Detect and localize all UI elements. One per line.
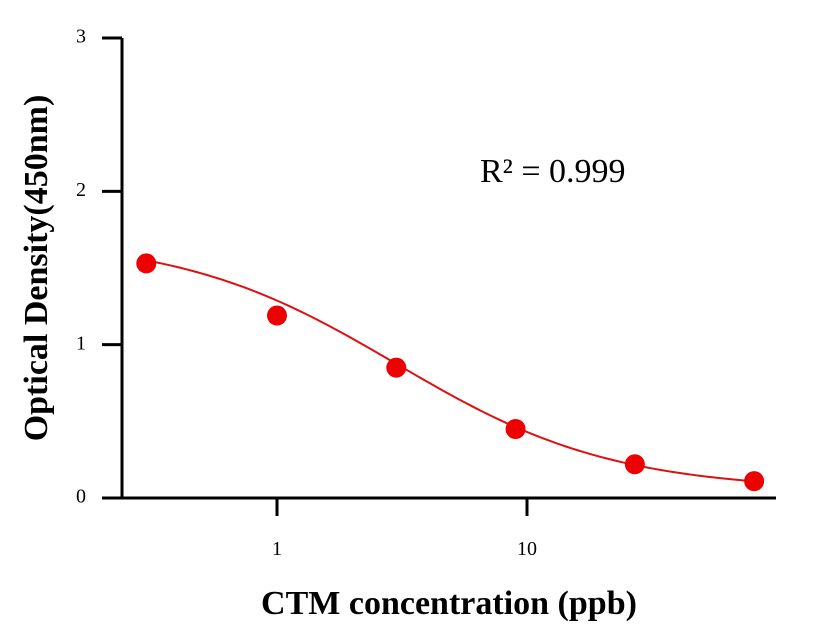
data-point [267, 305, 287, 326]
y-tick-label-3: 3 [76, 26, 86, 48]
data-point [505, 419, 526, 439]
x-tick-label-1: 1 [272, 538, 282, 560]
data-point [624, 454, 645, 475]
y-tick-label-1: 1 [76, 332, 86, 354]
x-axis: 1 10 [121, 496, 776, 560]
y-tick-label-2: 2 [76, 179, 86, 201]
data-points [136, 253, 765, 492]
y-axis-title: Optical Density(450nm) [18, 95, 55, 442]
y-axis: 0 1 2 3 [76, 26, 124, 508]
fit-curve [146, 259, 755, 483]
r-squared-annotation: R² = 0.999 [480, 153, 626, 190]
data-point [136, 253, 157, 274]
x-tick-label-10: 10 [517, 538, 537, 560]
data-point [744, 471, 765, 492]
x-axis-title: CTM concentration (ppb) [261, 585, 637, 622]
y-tick-label-0: 0 [76, 486, 86, 508]
data-point [386, 357, 407, 378]
